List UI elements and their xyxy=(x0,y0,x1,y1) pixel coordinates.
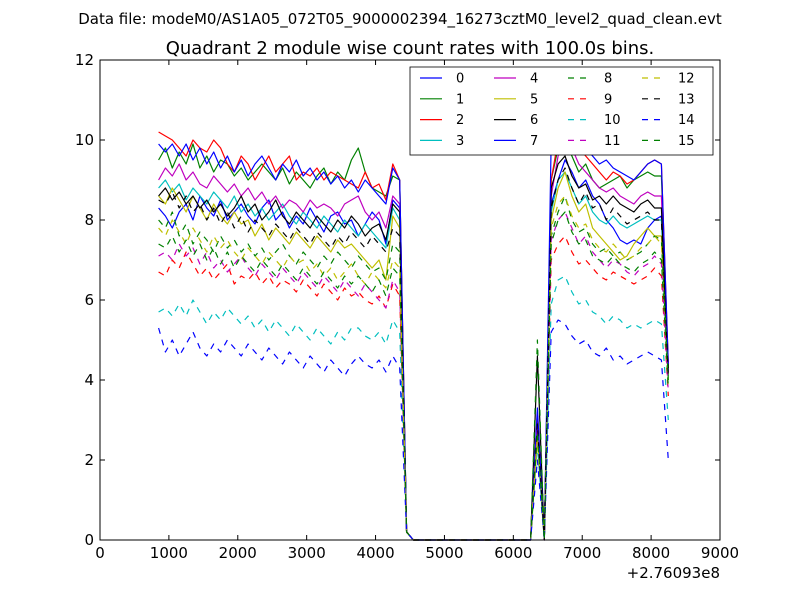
y-tick-label: 6 xyxy=(84,291,94,309)
legend-label-2: 2 xyxy=(456,113,464,128)
legend-label-12: 12 xyxy=(678,72,695,87)
legend-box xyxy=(409,66,714,156)
y-tick-label: 12 xyxy=(75,51,94,69)
legend-label-0: 0 xyxy=(456,72,464,87)
series-line-7 xyxy=(158,91,669,541)
series-line-15 xyxy=(158,211,669,541)
legend-label-4: 4 xyxy=(530,72,538,87)
x-tick-label: 7000 xyxy=(563,544,601,562)
chart-suptitle: Data file: modeM0/AS1A05_072T05_90000023… xyxy=(78,10,722,29)
x-tick-label: 9000 xyxy=(701,544,739,562)
legend-label-15: 15 xyxy=(678,134,695,149)
x-tick-label: 4000 xyxy=(356,544,394,562)
x-tick-label: 5000 xyxy=(425,544,463,562)
series-line-11 xyxy=(158,211,669,541)
legend-label-8: 8 xyxy=(604,72,612,87)
legend-label-13: 13 xyxy=(678,92,695,107)
series-line-2 xyxy=(158,107,669,541)
x-tick-label: 2000 xyxy=(219,544,257,562)
legend-label-3: 3 xyxy=(456,134,464,149)
x-tick-label: 6000 xyxy=(494,544,532,562)
legend-label-1: 1 xyxy=(456,92,464,107)
series-line-1 xyxy=(158,139,669,541)
series-line-12 xyxy=(158,195,669,541)
series-line-9 xyxy=(158,235,669,541)
y-tick-label: 8 xyxy=(84,211,94,229)
y-tick-label: 0 xyxy=(84,531,94,549)
x-tick-label: 0 xyxy=(95,544,105,562)
series-line-8 xyxy=(158,195,669,541)
legend-label-5: 5 xyxy=(530,92,538,107)
x-tick-label: 3000 xyxy=(288,544,326,562)
series-line-0 xyxy=(158,159,669,541)
series-line-14 xyxy=(158,319,669,541)
legend-label-9: 9 xyxy=(604,92,612,107)
y-tick-label: 10 xyxy=(75,131,94,149)
x-axis-offset-label: +2.76093e8 xyxy=(627,564,720,582)
series-line-10 xyxy=(158,275,669,541)
x-tick-label: 8000 xyxy=(632,544,670,562)
legend-label-11: 11 xyxy=(604,134,621,149)
x-tick-label: 1000 xyxy=(150,544,188,562)
legend-label-10: 10 xyxy=(604,113,621,128)
chart-title: Quadrant 2 module wise count rates with … xyxy=(166,38,655,59)
legend-label-14: 14 xyxy=(678,113,695,128)
plot-area: 0 1000 2000 3000 4000 5000 6000 7000 8000 9000 0 2 4… xyxy=(75,51,739,562)
y-tick-label: 2 xyxy=(84,451,94,469)
legend-label-6: 6 xyxy=(530,113,538,128)
y-tick-label: 4 xyxy=(84,371,94,389)
legend-label-7: 7 xyxy=(530,134,538,149)
